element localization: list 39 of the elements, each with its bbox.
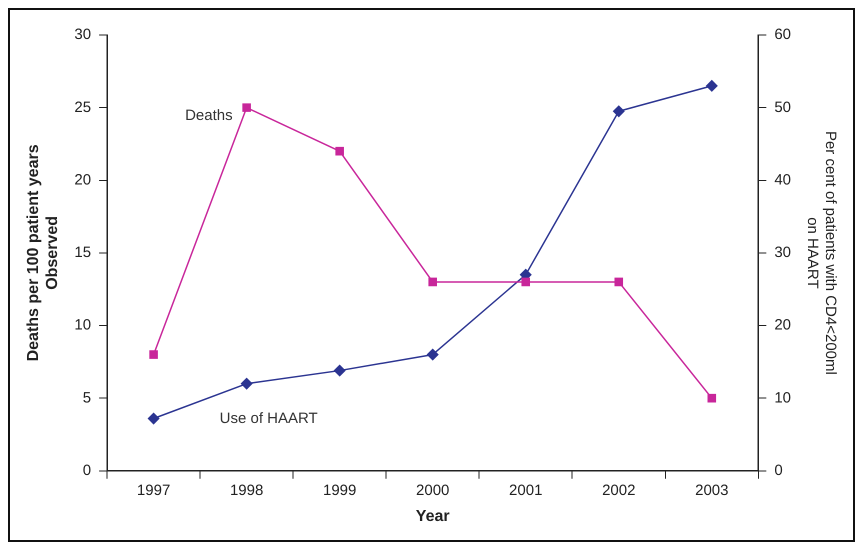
x-tick-label: 2000 [416,482,450,499]
y-tick-label: 20 [74,171,92,188]
point [614,278,624,286]
y-tick-label: 10 [74,316,92,334]
y2-tick-label: 50 [774,98,792,116]
point [613,106,625,118]
point [521,278,530,286]
point [240,378,252,390]
point [334,364,346,376]
y-tick-label: 0 [82,462,92,479]
point [428,278,437,286]
x-tick-label: 2002 [602,482,636,499]
x-tick-label: 1999 [322,482,356,499]
point [706,80,718,92]
series-label: Deaths [185,106,233,124]
point [242,103,251,112]
point [426,348,438,360]
x-axis-title: Year [416,508,450,525]
x-tick-label: 2001 [509,482,542,499]
point [149,350,158,359]
y2-tick-label: 60 [774,26,792,44]
y-tick-label: 25 [74,98,92,116]
y2-tick-label: 10 [774,389,792,406]
x-tick-label: 2003 [695,482,728,499]
series-label: Use of HAART [220,410,318,427]
y2-axis-title: Per cent of patients with CD4<200ml on HAART [804,130,839,375]
point [335,146,344,156]
y-tick-label: 30 [74,26,92,44]
y2-tick-label: 40 [774,171,792,188]
x-tick-label: 1998 [230,482,264,499]
point [708,394,716,402]
point [148,412,160,424]
y-tick-label: 5 [82,389,92,406]
y2-tick-label: 20 [774,316,792,334]
y-tick-label: 15 [74,244,92,262]
y2-tick-label: 0 [774,462,783,479]
x-tick-label: 1997 [136,482,170,499]
y-axis-title: Deaths per 100 patient years Observed [25,144,62,362]
y2-tick-label: 30 [774,244,792,262]
